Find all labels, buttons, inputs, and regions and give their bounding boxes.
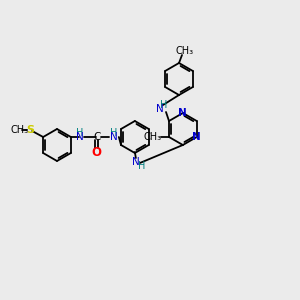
- Text: N: N: [156, 104, 164, 114]
- Text: C: C: [93, 132, 100, 142]
- Text: H: H: [110, 128, 118, 138]
- Text: O: O: [92, 146, 102, 160]
- Text: CH₃: CH₃: [144, 132, 162, 142]
- Text: CH₃: CH₃: [10, 125, 28, 135]
- Text: H: H: [160, 100, 168, 110]
- Text: H: H: [138, 161, 146, 171]
- Text: N: N: [76, 132, 84, 142]
- Text: H: H: [76, 128, 83, 138]
- Text: N: N: [192, 132, 201, 142]
- Text: N: N: [178, 108, 187, 118]
- Text: N: N: [110, 132, 118, 142]
- Text: CH₃: CH₃: [176, 46, 194, 56]
- Text: S: S: [26, 125, 34, 135]
- Text: N: N: [132, 157, 140, 167]
